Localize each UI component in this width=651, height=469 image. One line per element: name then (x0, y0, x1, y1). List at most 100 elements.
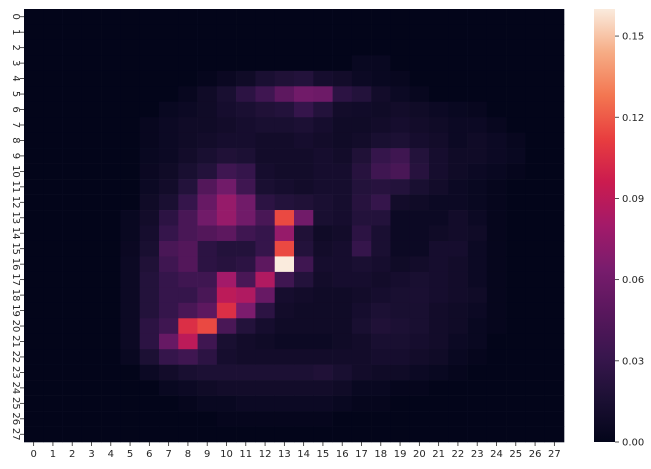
heatmap-cell (24, 303, 44, 319)
heatmap-cell (313, 24, 333, 40)
heatmap-cell (198, 40, 218, 56)
heatmap-cell (217, 148, 237, 164)
heatmap-cell (275, 318, 295, 334)
heatmap-cell (198, 287, 218, 303)
heatmap-cell (468, 117, 488, 133)
heatmap-cell (255, 411, 275, 427)
heatmap-cell (159, 133, 179, 149)
heatmap-cell (429, 318, 449, 334)
heatmap-cell (198, 272, 218, 288)
heatmap-cell (313, 272, 333, 288)
heatmap-cell (545, 427, 565, 443)
heatmap-cell (390, 349, 410, 365)
heatmap-cell (371, 396, 391, 412)
heatmap-cell (275, 411, 295, 427)
heatmap-cell (506, 24, 526, 40)
heatmap-cell (63, 148, 83, 164)
heatmap-cell (333, 148, 353, 164)
y-tick-label: 22 (10, 351, 21, 364)
heatmap-cell (448, 117, 468, 133)
heatmap-cell (255, 86, 275, 102)
heatmap-cell (448, 86, 468, 102)
heatmap-cell (159, 380, 179, 396)
heatmap-cell (390, 303, 410, 319)
heatmap-cell (43, 40, 63, 56)
heatmap-cell (448, 241, 468, 257)
heatmap-cell (313, 241, 333, 257)
x-tick-label: 20 (413, 449, 426, 460)
heatmap-cell (352, 55, 372, 71)
heatmap-cell (313, 318, 333, 334)
heatmap-cell (390, 272, 410, 288)
heatmap-cell (198, 9, 218, 25)
heatmap-cell (140, 195, 160, 211)
heatmap-cell (63, 318, 83, 334)
heatmap-cell (236, 380, 256, 396)
heatmap-cell (159, 365, 179, 381)
heatmap-cell (236, 133, 256, 149)
heatmap-cell (63, 117, 83, 133)
heatmap-cell (178, 318, 198, 334)
heatmap-cell (506, 241, 526, 257)
heatmap-cell (178, 287, 198, 303)
heatmap-cell (371, 318, 391, 334)
x-tick-label: 21 (432, 449, 445, 460)
heatmap-cell (43, 55, 63, 71)
heatmap-cell (24, 102, 44, 118)
heatmap-cell (178, 179, 198, 195)
heatmap-cell (371, 71, 391, 87)
heatmap-cell (63, 195, 83, 211)
heatmap-cell (275, 380, 295, 396)
x-tick-label: 19 (394, 449, 407, 460)
heatmap-cell (525, 86, 545, 102)
heatmap-cell (410, 303, 430, 319)
heatmap-cell (120, 303, 140, 319)
heatmap-cell (275, 287, 295, 303)
heatmap-cell (545, 380, 565, 396)
heatmap-cell (275, 71, 295, 87)
heatmap-cell (487, 303, 507, 319)
heatmap-cell (410, 179, 430, 195)
y-tick-label: 8 (10, 137, 21, 143)
heatmap-cell (525, 303, 545, 319)
heatmap-cell (43, 117, 63, 133)
heatmap-cell (63, 256, 83, 272)
heatmap-cell (24, 71, 44, 87)
heatmap-cell (120, 349, 140, 365)
heatmap-cell (352, 133, 372, 149)
heatmap-cell (275, 133, 295, 149)
heatmap-cell (82, 272, 102, 288)
x-tick-label: 23 (471, 449, 484, 460)
heatmap-cell (390, 380, 410, 396)
heatmap-cell (333, 179, 353, 195)
heatmap-cell (371, 195, 391, 211)
heatmap-cell (120, 210, 140, 226)
heatmap-cell (390, 55, 410, 71)
heatmap-cell (255, 71, 275, 87)
heatmap-cell (371, 241, 391, 257)
heatmap-cell (159, 241, 179, 257)
heatmap-cell (120, 40, 140, 56)
heatmap-cell (294, 272, 314, 288)
heatmap-cell (82, 24, 102, 40)
heatmap-cell (236, 365, 256, 381)
heatmap-cell (198, 148, 218, 164)
heatmap-cell (24, 179, 44, 195)
heatmap-cell (255, 380, 275, 396)
heatmap-cell (275, 226, 295, 242)
heatmap-cell (178, 148, 198, 164)
heatmap-cell (468, 287, 488, 303)
heatmap-cell (352, 226, 372, 242)
heatmap-cell (545, 195, 565, 211)
y-tick-label: 11 (10, 180, 21, 193)
heatmap-cell (101, 133, 121, 149)
heatmap-cell (101, 24, 121, 40)
heatmap-cell (506, 55, 526, 71)
heatmap-cell (487, 210, 507, 226)
heatmap-cell (410, 210, 430, 226)
heatmap-cell (255, 210, 275, 226)
heatmap-cell (545, 241, 565, 257)
y-tick-label: 24 (10, 382, 21, 395)
heatmap-cell (410, 24, 430, 40)
heatmap-cell (294, 256, 314, 272)
